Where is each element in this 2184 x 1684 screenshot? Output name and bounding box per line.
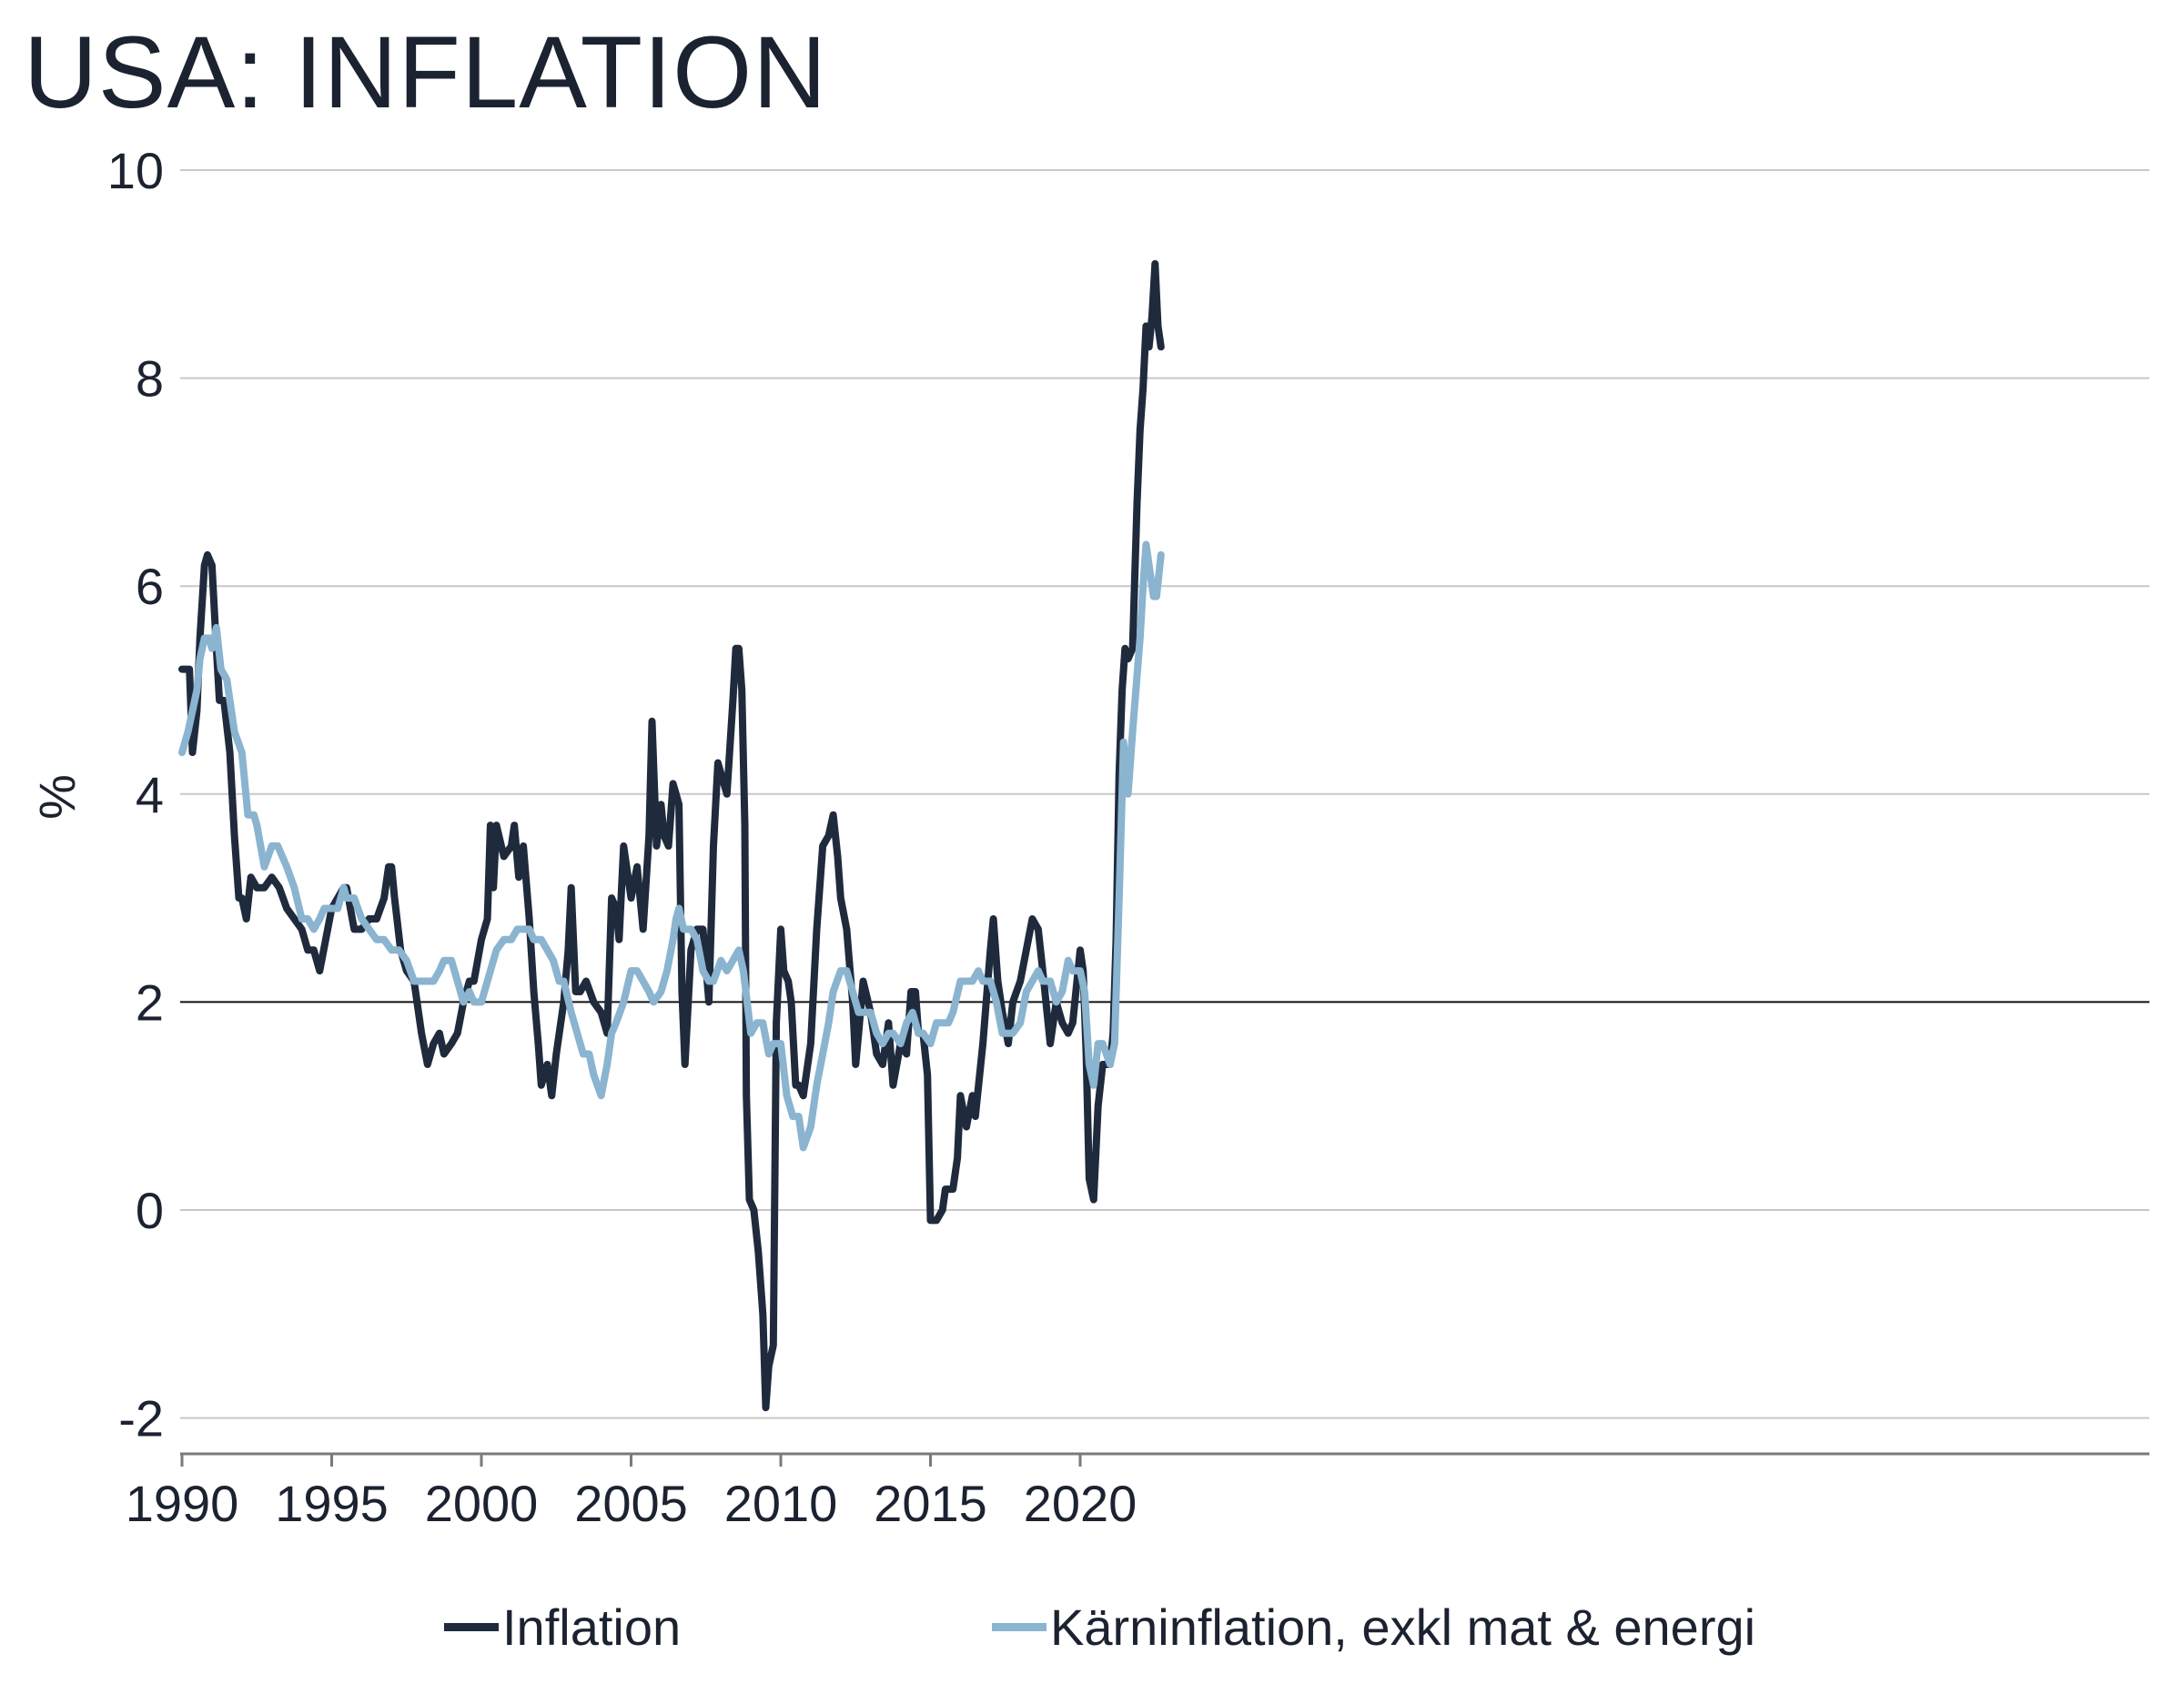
- legend-label-core-inflation: Kärninflation, exkl mat & energi: [1050, 1598, 1756, 1656]
- x-tick-label: 2000: [425, 1475, 539, 1532]
- legend-swatch-core-inflation: [992, 1622, 1046, 1631]
- legend-item-inflation: Inflation: [444, 1590, 681, 1663]
- x-tick-label: 1995: [275, 1475, 389, 1532]
- y-axis-label: %: [28, 774, 86, 820]
- axes: 1990 1995 2000 2005 2010 2015 2020: [126, 1452, 2149, 1532]
- gridlines: 10 8 6 4 2 0 -2: [107, 142, 2149, 1447]
- y-tick-label: 0: [136, 1182, 164, 1239]
- y-tick-label: -2: [118, 1390, 164, 1447]
- y-tick-label: 8: [136, 350, 164, 408]
- legend-item-core-inflation: Kärninflation, exkl mat & energi: [992, 1590, 1755, 1663]
- series-line-core-inflation: [178, 540, 1165, 1152]
- y-tick-label: 6: [136, 558, 164, 615]
- y-tick-label: 10: [107, 142, 164, 199]
- legend: Inflation Kärninflation, exkl mat & ener…: [0, 1590, 2184, 1663]
- chart-title: USA: INFLATION: [24, 15, 828, 129]
- x-tick-label: 2015: [874, 1475, 987, 1532]
- legend-label-inflation: Inflation: [502, 1598, 682, 1656]
- series-group: [178, 259, 1165, 1412]
- series-line-inflation: [178, 259, 1165, 1412]
- x-tick-label: 2010: [724, 1475, 838, 1532]
- y-tick-label: 4: [136, 766, 164, 823]
- x-tick-label: 1990: [126, 1475, 239, 1532]
- x-tick-label: 2005: [574, 1475, 688, 1532]
- legend-swatch-inflation: [444, 1622, 499, 1631]
- x-tick-label: 2020: [1024, 1475, 1138, 1532]
- y-tick-label: 2: [136, 973, 164, 1031]
